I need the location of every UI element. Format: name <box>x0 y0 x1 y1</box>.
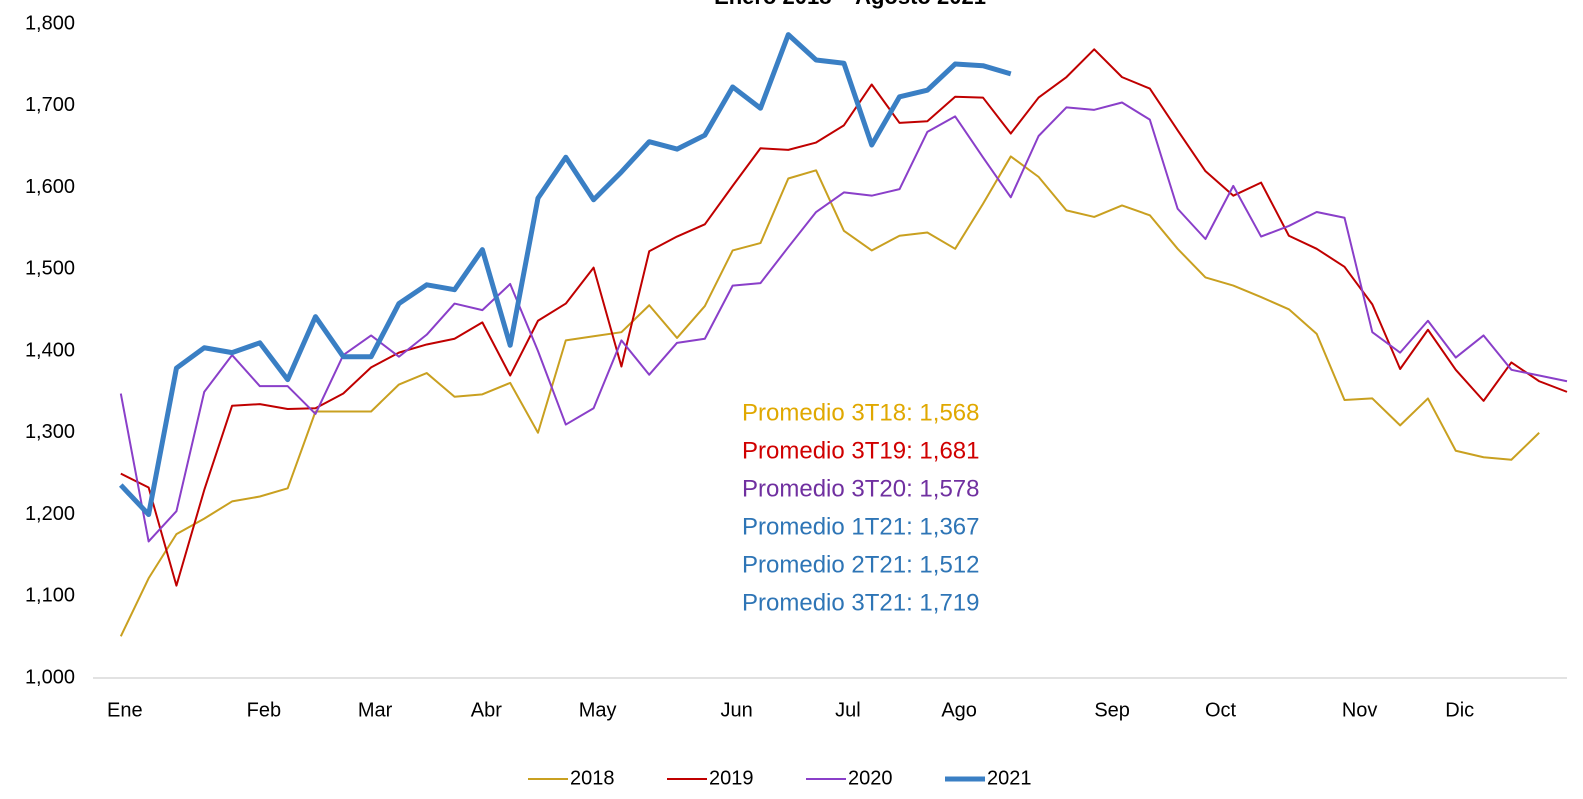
y-tick-label: 1,000 <box>25 666 75 688</box>
chart-title: Enero 2018 – Agosto 2021 <box>714 0 986 9</box>
y-tick-label: 1,600 <box>25 176 75 198</box>
series-line <box>120 48 1568 587</box>
x-tick-label: Oct <box>1205 699 1237 721</box>
x-tick-label: Jul <box>835 699 861 721</box>
y-tick-label: 1,100 <box>25 585 75 607</box>
x-tick-label: Jun <box>721 699 753 721</box>
y-tick-label: 1,500 <box>25 258 75 280</box>
x-tick-label: Ene <box>107 699 143 721</box>
x-tick-label: Feb <box>247 699 281 721</box>
legend-label: 2020 <box>848 767 893 789</box>
x-tick-label: Mar <box>358 699 393 721</box>
x-tick-label: Ago <box>941 699 977 721</box>
legend-label: 2021 <box>987 767 1032 789</box>
y-tick-label: 1,700 <box>25 94 75 116</box>
series-line <box>119 101 1568 543</box>
x-tick-label: Abr <box>471 699 502 721</box>
annotation: Promedio 2T21: 1,512 <box>742 551 979 578</box>
x-tick-label: Sep <box>1094 699 1130 721</box>
annotation: Promedio 1T21: 1,367 <box>742 513 979 540</box>
series-line <box>119 155 1540 637</box>
annotation: Promedio 3T21: 1,719 <box>742 589 979 616</box>
series-line <box>118 32 1012 517</box>
legend-label: 2019 <box>709 767 754 789</box>
annotation: Promedio 3T18: 1,568 <box>742 399 979 426</box>
legend-label: 2018 <box>570 767 615 789</box>
y-tick-label: 1,400 <box>25 339 75 361</box>
x-tick-label: May <box>579 699 617 721</box>
annotation: Promedio 3T19: 1,681 <box>742 437 979 464</box>
y-tick-label: 1,200 <box>25 503 75 525</box>
x-tick-label: Nov <box>1342 699 1378 721</box>
y-tick-label: 1,800 <box>25 12 75 34</box>
y-tick-label: 1,300 <box>25 421 75 443</box>
annotation: Promedio 3T20: 1,578 <box>742 475 979 502</box>
x-tick-label: Dic <box>1445 699 1474 721</box>
